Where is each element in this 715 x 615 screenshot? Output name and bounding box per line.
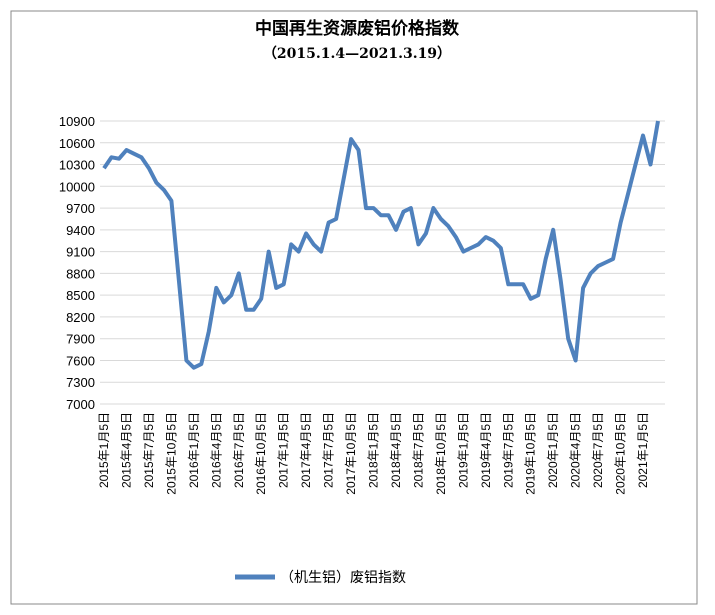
x-tick-label: 2017年1月5日 (277, 412, 291, 488)
chart-subtitle: （2015.1.4—2021.3.19） (263, 46, 451, 62)
x-tick-label: 2018年10月5日 (434, 412, 448, 495)
y-tick-label: 7600 (66, 353, 95, 368)
y-tick-label: 10600 (59, 136, 95, 151)
y-tick-label: 8200 (66, 310, 95, 325)
y-tick-label: 9100 (66, 245, 95, 260)
x-tick-label: 2020年10月5日 (614, 412, 628, 495)
chart-border (10, 10, 698, 605)
y-tick-label: 9700 (66, 201, 95, 216)
x-tick-label: 2020年4月5日 (569, 412, 583, 488)
y-tick-label: 8800 (66, 266, 95, 281)
x-tick-label: 2019年7月5日 (501, 412, 515, 488)
x-tick-label: 2018年4月5日 (389, 412, 403, 488)
x-tick-label: 2018年1月5日 (367, 412, 381, 488)
chart-title: 中国再生资源废铝价格指数 (255, 18, 460, 39)
x-tick-label: 2018年7月5日 (411, 412, 425, 488)
x-tick-label: 2017年7月5日 (322, 412, 336, 488)
x-tick-label: 2015年7月5日 (142, 412, 156, 488)
y-tick-label: 10300 (59, 158, 95, 173)
x-tick-label: 2015年10月5日 (164, 412, 178, 495)
x-tick-label: 2016年1月5日 (187, 412, 201, 488)
x-tick-label: 2017年10月5日 (344, 412, 358, 495)
x-tick-label: 2020年7月5日 (591, 412, 605, 488)
y-tick-label: 7300 (66, 375, 95, 390)
y-tick-label: 10900 (59, 114, 95, 129)
x-tick-label: 2020年1月5日 (546, 412, 560, 488)
x-tick-label: 2019年10月5日 (524, 412, 538, 495)
legend-label: （机生铝）废铝指数 (280, 569, 406, 585)
x-tick-label: 2016年7月5日 (232, 412, 246, 488)
x-tick-label: 2021年1月5日 (636, 412, 650, 488)
x-tick-label: 2015年4月5日 (119, 412, 133, 488)
y-tick-label: 7000 (66, 397, 95, 412)
y-tick-label: 9400 (66, 223, 95, 238)
y-tick-label: 8500 (66, 288, 95, 303)
x-tick-label: 2015年1月5日 (97, 412, 111, 488)
x-tick-label: 2016年10月5日 (254, 412, 268, 495)
x-tick-label: 2016年4月5日 (209, 412, 223, 488)
y-tick-label: 7900 (66, 332, 95, 347)
x-tick-label: 2019年4月5日 (479, 412, 493, 488)
y-tick-label: 10000 (59, 179, 95, 194)
x-tick-label: 2017年4月5日 (299, 412, 313, 488)
x-tick-label: 2019年1月5日 (456, 412, 470, 488)
data-line (102, 120, 660, 370)
